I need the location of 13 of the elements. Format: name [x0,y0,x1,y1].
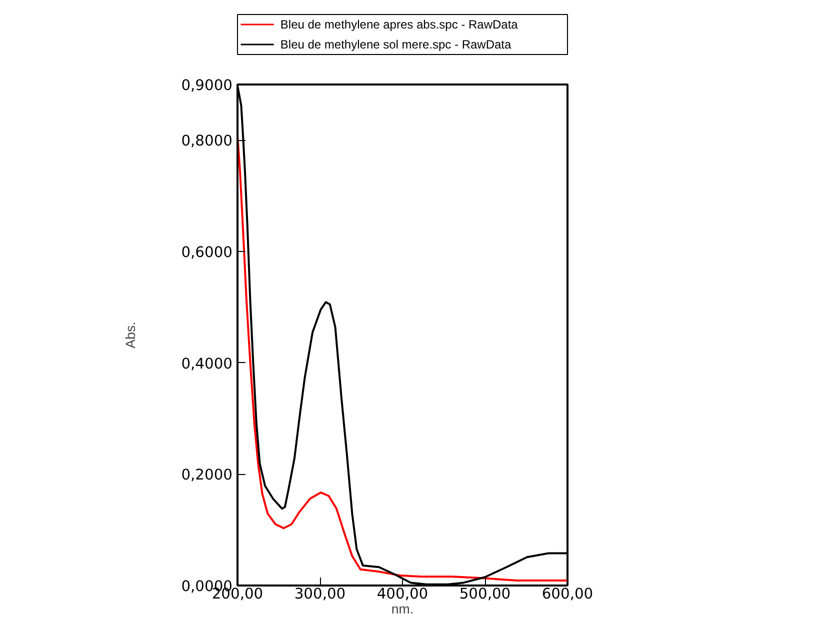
y-tick-label: 0,6000 [181,244,233,261]
x-tick-label: 400,00 [376,586,428,602]
x-axis-title: nm. [391,602,414,616]
y-axis-title: Abs. [123,322,138,348]
y-tick-label: 0,8000 [181,132,233,150]
x-tick-label: 600,00 [542,586,594,602]
y-tick-label: 0,4000 [181,355,233,372]
x-tick-label: 300,00 [294,586,346,602]
legend-label: Bleu de methylene apres abs.spc - RawData [280,18,518,32]
y-tick-label: 0,2000 [181,466,233,484]
legend-label: Bleu de methylene sol mere.spc - RawData [280,38,512,52]
y-tick-label: 0,9000 [181,77,233,94]
x-tick-label: 500,00 [459,586,511,602]
